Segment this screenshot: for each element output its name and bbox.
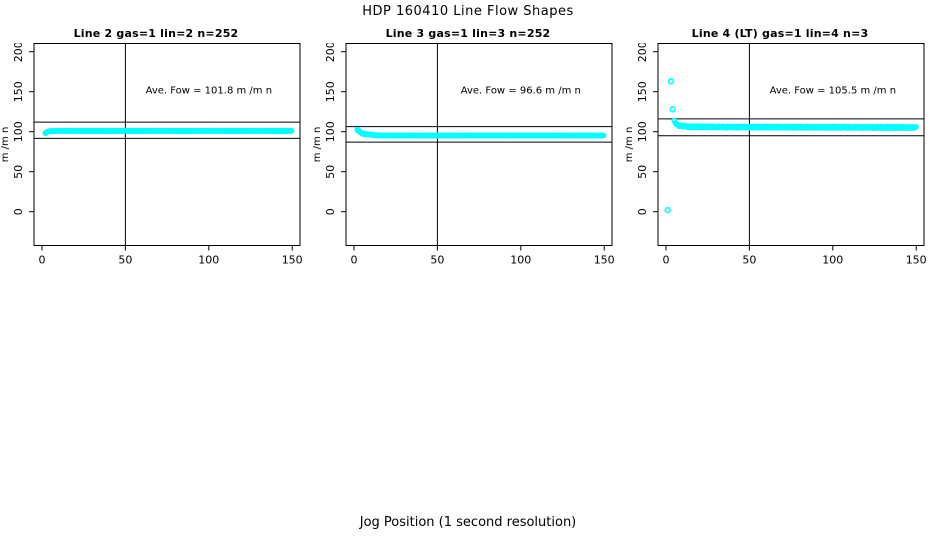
plot-border xyxy=(657,43,925,246)
data-point xyxy=(913,124,919,130)
figure-title: HDP 160410 Line Flow Shapes xyxy=(362,4,574,19)
outlier-point xyxy=(664,206,671,214)
x-tick-label: 0 xyxy=(39,254,46,267)
y-tick-label: 0 xyxy=(12,208,25,215)
chart-panel: Line 4 (LT) gas=1 lin=4 n=3 0 50 100 150 0 50… xyxy=(624,24,936,275)
y-tick-label: 50 xyxy=(636,165,649,179)
annotation-text: Ave. Fow = 105.5 m /m n xyxy=(770,85,896,96)
x-tick-label: 50 xyxy=(742,254,756,267)
y-axis-title: m /m n xyxy=(0,127,11,163)
outlier-point xyxy=(669,106,676,113)
outlier-point xyxy=(667,78,675,85)
plot-area: 0 50 100 150 0 50 100 150 200 m /m n Ave. Fow = 96… xyxy=(312,43,615,267)
panel-title: Line 4 (LT) gas=1 lin=4 n=3 xyxy=(691,27,869,40)
y-tick-label: 200 xyxy=(12,43,25,62)
plot-area: 0 50 100 150 0 50 100 150 200 m /m n Ave. Fow = 10… xyxy=(624,43,927,267)
data-point xyxy=(600,132,607,139)
x-tick-label: 150 xyxy=(906,254,927,267)
x-axis-label: Jog Position (1 second resolution) xyxy=(359,515,577,530)
y-tick-label: 100 xyxy=(12,121,25,142)
x-tick-label: 100 xyxy=(510,254,531,267)
data-point xyxy=(288,127,295,134)
y-tick-label: 200 xyxy=(636,43,649,62)
plot-border xyxy=(33,43,301,246)
annotation-text: Ave. Fow = 101.8 m /m n xyxy=(146,85,272,96)
x-tick-label: 150 xyxy=(594,254,615,267)
x-tick-label: 0 xyxy=(351,254,358,267)
x-tick-label: 50 xyxy=(430,254,444,267)
x-tick-label: 150 xyxy=(282,254,303,267)
annotation-text: Ave. Fow = 96.6 m /m n xyxy=(461,85,581,96)
plot-border xyxy=(345,43,613,246)
x-tick-label: 100 xyxy=(822,254,843,267)
y-tick-label: 200 xyxy=(324,43,337,62)
x-tick-label: 50 xyxy=(118,254,132,267)
y-tick-label: 50 xyxy=(324,165,337,179)
y-tick-label: 0 xyxy=(324,208,337,215)
chart-panel: Line 3 gas=1 lin=3 n=252 0 50 100 150 0 50 100… xyxy=(312,24,624,275)
panel-title: Line 2 gas=1 lin=2 n=252 xyxy=(73,27,239,40)
y-tick-label: 150 xyxy=(324,81,337,102)
y-tick-label: 100 xyxy=(636,121,649,142)
y-tick-label: 50 xyxy=(12,165,25,179)
y-tick-label: 100 xyxy=(324,121,337,142)
x-tick-label: 0 xyxy=(663,254,670,267)
panels-row: Line 2 gas=1 lin=2 n=252 0 50 100 150 0 50 100… xyxy=(0,24,936,275)
y-axis-title: m /m n xyxy=(312,127,323,163)
y-tick-label: 0 xyxy=(636,208,649,215)
plot-area: 0 50 100 150 0 50 100 150 200 m /m n Ave. Fow = 10… xyxy=(0,43,303,267)
y-axis-title: m /m n xyxy=(624,127,635,163)
panel-title: Line 3 gas=1 lin=3 n=252 xyxy=(385,27,551,40)
y-tick-label: 150 xyxy=(636,81,649,102)
chart-panel: Line 2 gas=1 lin=2 n=252 0 50 100 150 0 50 100… xyxy=(0,24,312,275)
x-tick-label: 100 xyxy=(198,254,219,267)
y-tick-label: 150 xyxy=(12,81,25,102)
